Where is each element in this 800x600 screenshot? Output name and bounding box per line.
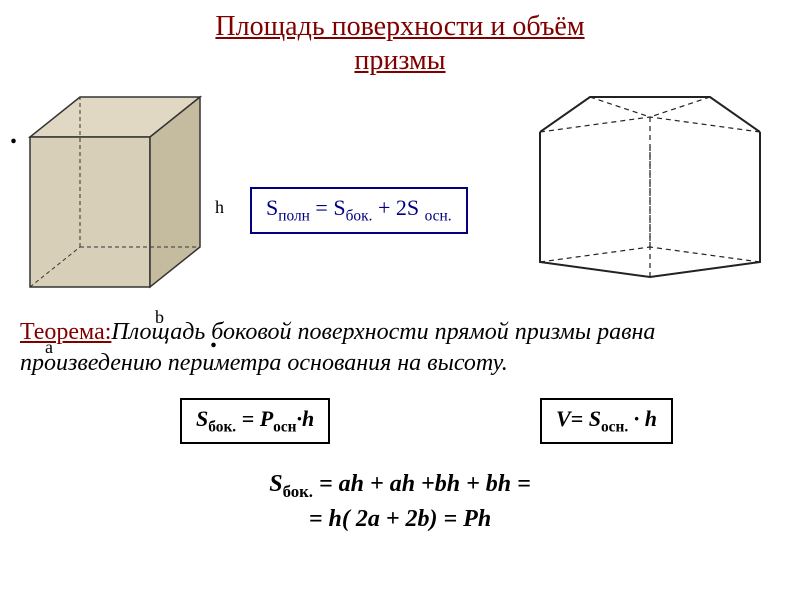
formula-volume: V= Sосн. · h <box>540 398 673 444</box>
theorem-block: Теорема:Площадь боковой поверхности прям… <box>0 317 800 379</box>
deriv-s: S <box>269 471 282 497</box>
f1-sub3: осн. <box>425 208 452 225</box>
label-h: h <box>215 197 224 218</box>
pent-back-base-l <box>540 247 650 262</box>
formula-lateral-surface: Sбок. = Pосн·h <box>180 398 330 444</box>
fs-sub: бок. <box>208 418 236 435</box>
prism-front-face <box>30 137 150 287</box>
derivation-block: Sбок. = ah + ah +bh + bh = = h( 2a + 2b)… <box>0 468 800 537</box>
f1-plus: + 2S <box>372 195 424 220</box>
fs-end: ·h <box>297 406 315 431</box>
rectangular-prism-diagram <box>10 77 220 317</box>
deriv-l1: = ah + ah +bh + bh = <box>313 471 531 497</box>
deriv-l2: = h( 2a + 2b) = Ph <box>309 506 491 532</box>
f1-sub2: бок. <box>346 208 373 225</box>
formulas-row: Sбок. = Pосн·h V= Sосн. · h <box>0 398 800 448</box>
deriv-sub: бок. <box>283 481 313 500</box>
label-b: b <box>155 307 164 328</box>
label-a: a <box>45 337 53 358</box>
pentagonal-prism-diagram <box>520 87 780 287</box>
fs-s: S <box>196 406 208 431</box>
theorem-label: Теорема: <box>20 319 111 345</box>
title-line2: призмы <box>354 45 445 76</box>
f1-s2: S <box>333 195 345 220</box>
formula-full-surface: Sполн = Sбок. + 2S осн. <box>250 187 468 233</box>
fv-end: · h <box>628 406 657 431</box>
page-title: Площадь поверхности и объём призмы <box>0 0 800 77</box>
theorem-text: Площадь боковой поверхности прямой призм… <box>20 319 655 376</box>
title-line1: Площадь поверхности и объём <box>215 11 584 42</box>
fs-eq: = P <box>236 406 273 431</box>
pent-roof-back-r <box>650 97 710 117</box>
pent-back-base-r <box>650 247 760 262</box>
fv-v: V= S <box>556 406 601 431</box>
f1-sub1: полн <box>278 208 310 225</box>
f1-s1: S <box>266 195 278 220</box>
diagrams-row: . h b a . Sполн = Sбок. + 2S осн. <box>0 77 800 307</box>
dot-bottom: . <box>210 323 217 355</box>
fv-sub: осн. <box>601 418 628 435</box>
f1-eq: = <box>310 195 333 220</box>
fs-psub: осн <box>273 418 296 435</box>
pent-roof-back-l <box>590 97 650 117</box>
